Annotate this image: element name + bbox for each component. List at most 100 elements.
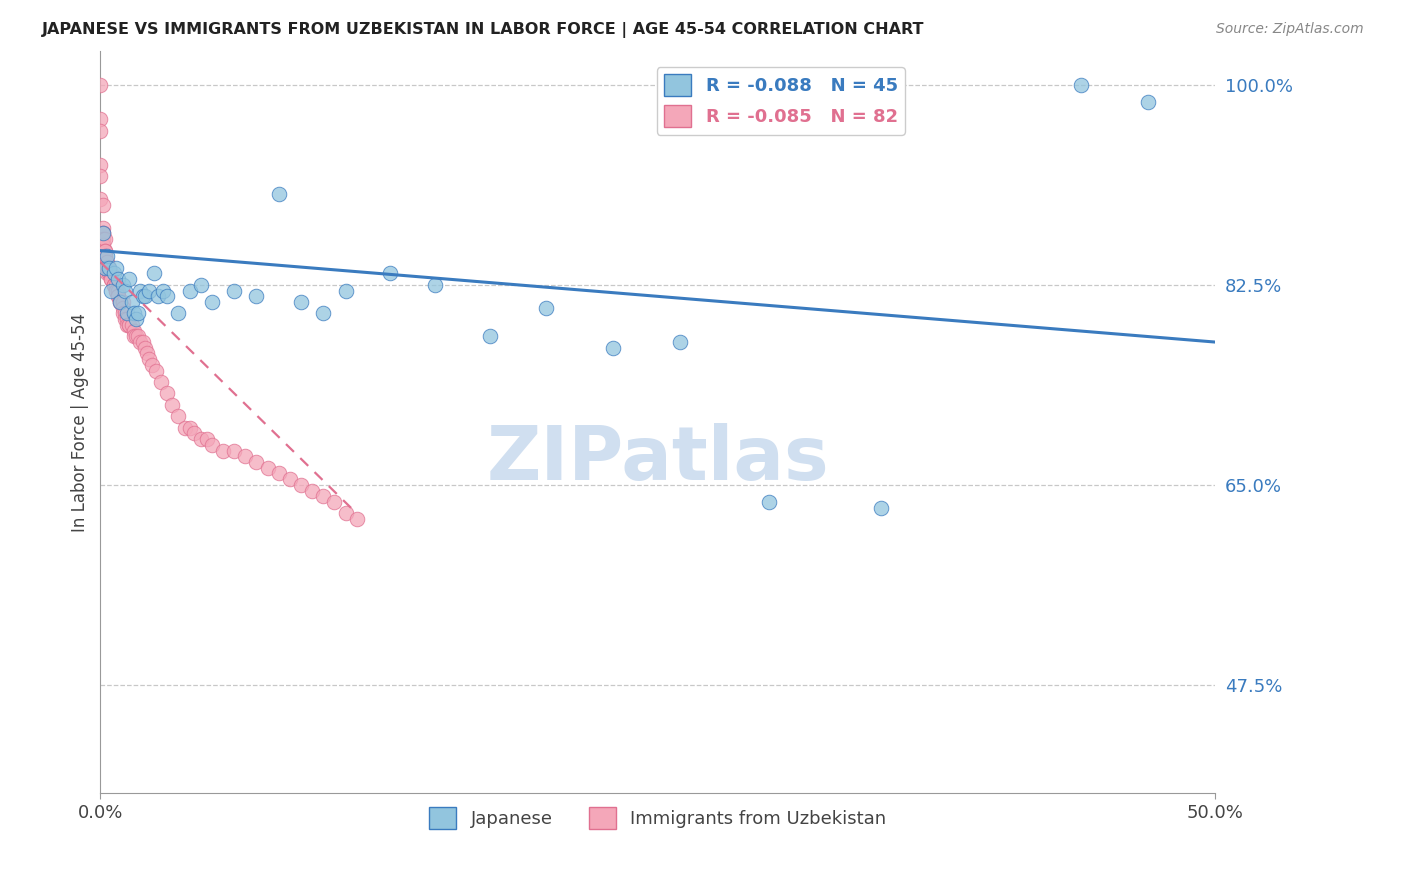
Point <box>118 272 141 286</box>
Point <box>104 284 127 298</box>
Point <box>96 255 118 269</box>
Point <box>100 272 122 286</box>
Point <box>138 352 160 367</box>
Point <box>131 334 153 349</box>
Point <box>115 306 138 320</box>
Point <box>335 284 357 298</box>
Point <box>121 295 143 310</box>
Legend: Japanese, Immigrants from Uzbekistan: Japanese, Immigrants from Uzbekistan <box>422 800 893 837</box>
Point <box>312 306 335 320</box>
Point <box>125 312 148 326</box>
Point <box>869 500 891 515</box>
Point <box>107 284 129 298</box>
Point <box>245 455 267 469</box>
Point <box>94 232 117 246</box>
Point <box>103 277 125 292</box>
Point <box>94 260 117 275</box>
Point <box>104 277 127 292</box>
Point <box>91 220 114 235</box>
Point <box>222 443 245 458</box>
Y-axis label: In Labor Force | Age 45-54: In Labor Force | Age 45-54 <box>72 312 89 532</box>
Point <box>183 426 205 441</box>
Point <box>127 306 149 320</box>
Point <box>121 318 143 332</box>
Point <box>335 507 357 521</box>
Point <box>301 483 323 498</box>
Point <box>98 267 121 281</box>
Point <box>91 198 114 212</box>
Point <box>103 267 125 281</box>
Point <box>222 284 245 298</box>
Point <box>104 284 127 298</box>
Point <box>118 318 141 332</box>
Point <box>323 495 346 509</box>
Text: ZIPatlas: ZIPatlas <box>486 423 830 496</box>
Point <box>100 267 122 281</box>
Point <box>89 169 111 184</box>
Point <box>94 249 117 263</box>
Point <box>91 238 114 252</box>
Point <box>131 289 153 303</box>
Point <box>167 306 190 320</box>
Point <box>118 318 141 332</box>
Point <box>89 112 111 127</box>
Point <box>122 324 145 338</box>
Point <box>195 432 218 446</box>
Point <box>1070 78 1092 92</box>
Point <box>111 295 134 310</box>
Point <box>94 249 117 263</box>
Point <box>758 495 780 509</box>
Point <box>602 341 624 355</box>
Point <box>378 267 401 281</box>
Point <box>423 277 446 292</box>
Point <box>142 267 165 281</box>
Point <box>100 272 122 286</box>
Point <box>346 512 368 526</box>
Point <box>111 306 134 320</box>
Point <box>107 289 129 303</box>
Point <box>245 289 267 303</box>
Point <box>111 277 134 292</box>
Point <box>233 450 256 464</box>
Point <box>94 244 117 258</box>
Point <box>96 267 118 281</box>
Point <box>190 277 212 292</box>
Point <box>267 186 290 201</box>
Point <box>129 284 152 298</box>
Point <box>94 244 117 258</box>
Point <box>98 260 121 275</box>
Point <box>115 318 138 332</box>
Point <box>149 375 172 389</box>
Point <box>138 284 160 298</box>
Point <box>110 295 132 310</box>
Point <box>114 284 136 298</box>
Point <box>96 249 118 263</box>
Point <box>129 334 152 349</box>
Point <box>122 329 145 343</box>
Point <box>111 301 134 315</box>
Point <box>156 386 179 401</box>
Point <box>114 312 136 326</box>
Point <box>107 289 129 303</box>
Point <box>91 232 114 246</box>
Point <box>179 421 201 435</box>
Point <box>212 443 235 458</box>
Point <box>122 306 145 320</box>
Point <box>152 284 174 298</box>
Point <box>103 277 125 292</box>
Point <box>134 341 156 355</box>
Point <box>290 295 312 310</box>
Point <box>267 467 290 481</box>
Point <box>107 272 129 286</box>
Point <box>104 260 127 275</box>
Point <box>256 460 278 475</box>
Point <box>125 329 148 343</box>
Point <box>179 284 201 298</box>
Point <box>534 301 557 315</box>
Point <box>160 398 183 412</box>
Point <box>100 284 122 298</box>
Point <box>290 478 312 492</box>
Point <box>136 346 159 360</box>
Point <box>312 489 335 503</box>
Point <box>91 227 114 241</box>
